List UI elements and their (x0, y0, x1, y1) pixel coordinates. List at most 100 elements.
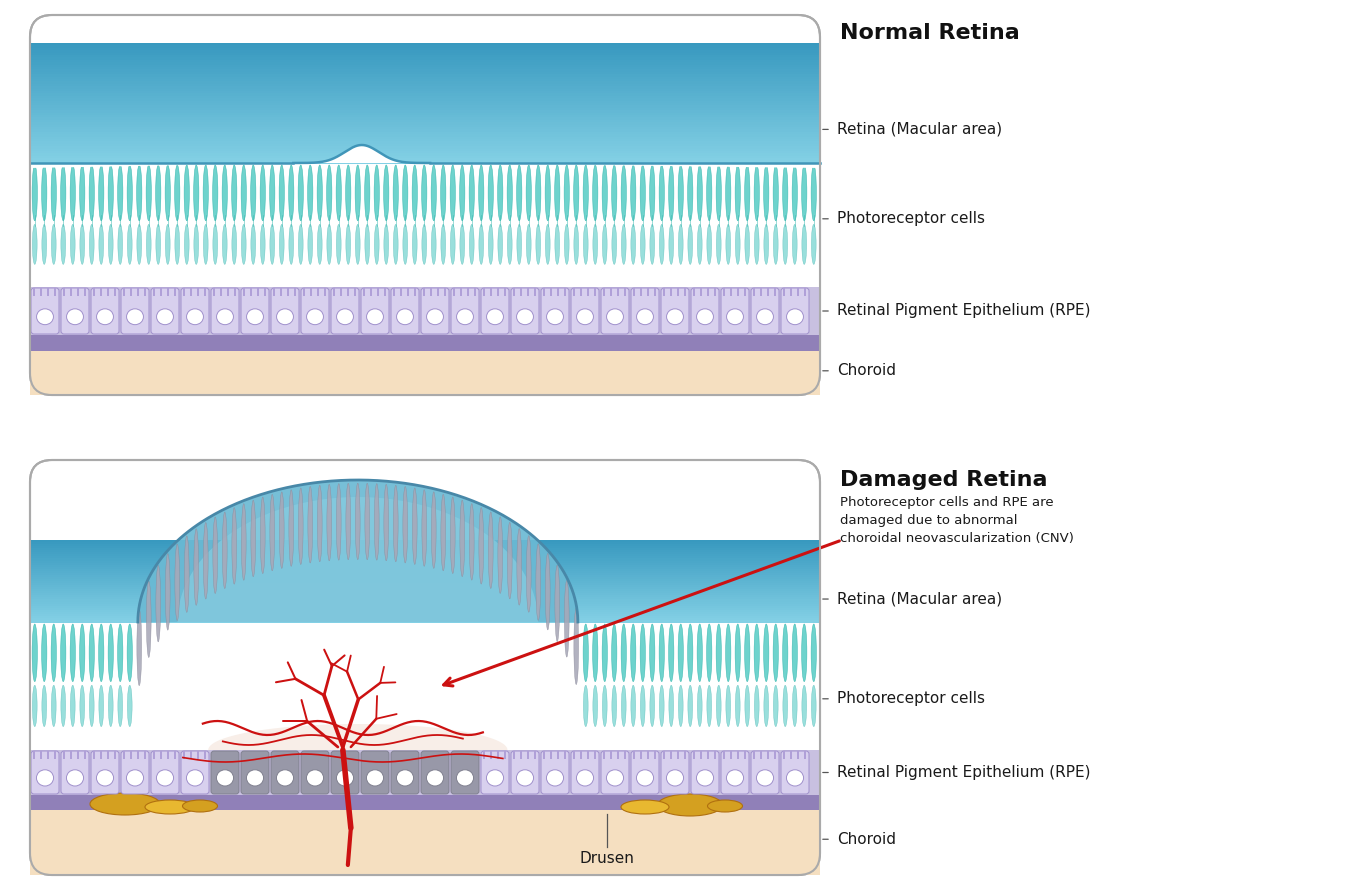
FancyBboxPatch shape (481, 288, 508, 334)
Ellipse shape (52, 685, 56, 727)
Bar (30, 287, 820, 335)
Bar (782, 288, 785, 296)
Bar (273, 288, 275, 296)
Ellipse shape (460, 224, 465, 264)
Bar (490, 751, 492, 759)
Bar (789, 288, 792, 296)
Text: Normal Retina: Normal Retina (839, 23, 1020, 43)
Ellipse shape (555, 224, 560, 264)
Ellipse shape (89, 685, 94, 727)
Bar (332, 288, 335, 296)
Ellipse shape (412, 165, 418, 221)
Bar (526, 751, 529, 759)
Ellipse shape (441, 224, 446, 264)
Ellipse shape (306, 770, 324, 786)
Bar (30, 612, 820, 615)
FancyBboxPatch shape (420, 751, 449, 794)
Ellipse shape (536, 165, 541, 221)
Ellipse shape (786, 309, 804, 325)
Ellipse shape (498, 516, 503, 593)
Ellipse shape (792, 624, 797, 681)
Bar (30, 77, 820, 80)
Ellipse shape (260, 165, 266, 221)
Bar (30, 127, 820, 130)
Bar (30, 550, 820, 553)
Ellipse shape (251, 500, 256, 577)
Ellipse shape (175, 544, 179, 621)
Ellipse shape (786, 770, 804, 786)
Ellipse shape (71, 165, 76, 221)
Ellipse shape (33, 165, 38, 221)
Bar (174, 288, 176, 296)
Bar (453, 288, 454, 296)
Bar (693, 288, 694, 296)
FancyBboxPatch shape (301, 288, 330, 334)
Ellipse shape (602, 224, 607, 264)
Ellipse shape (593, 685, 598, 727)
Bar (197, 751, 199, 759)
Ellipse shape (487, 770, 503, 786)
Bar (84, 288, 85, 296)
Ellipse shape (270, 165, 275, 221)
Ellipse shape (706, 685, 712, 727)
Ellipse shape (289, 224, 294, 264)
Bar (30, 607, 820, 611)
Ellipse shape (145, 800, 195, 814)
Ellipse shape (384, 224, 389, 264)
Ellipse shape (156, 770, 174, 786)
Bar (279, 288, 282, 296)
Bar (30, 161, 820, 164)
Ellipse shape (546, 309, 564, 325)
Ellipse shape (277, 309, 293, 325)
Bar (144, 751, 146, 759)
Ellipse shape (564, 224, 570, 264)
Bar (309, 288, 312, 296)
Bar (473, 288, 476, 296)
Ellipse shape (727, 770, 743, 786)
Ellipse shape (650, 685, 655, 727)
Bar (30, 149, 820, 152)
Ellipse shape (260, 224, 266, 264)
FancyBboxPatch shape (331, 751, 359, 794)
Ellipse shape (33, 685, 37, 727)
Bar (167, 288, 170, 296)
Bar (233, 288, 236, 296)
Bar (407, 288, 410, 296)
Bar (92, 288, 95, 296)
Bar (519, 751, 522, 759)
Bar (30, 598, 820, 600)
Bar (603, 288, 605, 296)
Ellipse shape (127, 624, 133, 681)
FancyBboxPatch shape (751, 288, 778, 334)
Bar (286, 288, 289, 296)
Bar (706, 288, 709, 296)
FancyBboxPatch shape (180, 751, 209, 794)
Ellipse shape (213, 224, 217, 264)
Ellipse shape (763, 224, 769, 264)
Bar (774, 288, 776, 296)
Ellipse shape (697, 624, 702, 681)
Ellipse shape (156, 224, 160, 264)
Ellipse shape (479, 165, 484, 221)
Bar (804, 288, 805, 296)
Ellipse shape (396, 770, 414, 786)
Ellipse shape (687, 685, 693, 727)
Ellipse shape (801, 685, 807, 727)
Bar (730, 288, 732, 296)
Ellipse shape (678, 165, 683, 221)
Ellipse shape (498, 165, 503, 221)
Ellipse shape (744, 165, 750, 221)
Ellipse shape (431, 491, 437, 568)
Ellipse shape (792, 165, 797, 221)
FancyBboxPatch shape (420, 288, 449, 334)
Ellipse shape (213, 517, 217, 593)
Ellipse shape (42, 165, 47, 221)
Ellipse shape (650, 224, 655, 264)
Bar (774, 751, 776, 759)
Ellipse shape (763, 685, 769, 727)
FancyBboxPatch shape (391, 751, 419, 794)
Ellipse shape (308, 486, 313, 563)
Ellipse shape (260, 497, 266, 574)
Ellipse shape (706, 624, 712, 681)
Ellipse shape (735, 165, 740, 221)
